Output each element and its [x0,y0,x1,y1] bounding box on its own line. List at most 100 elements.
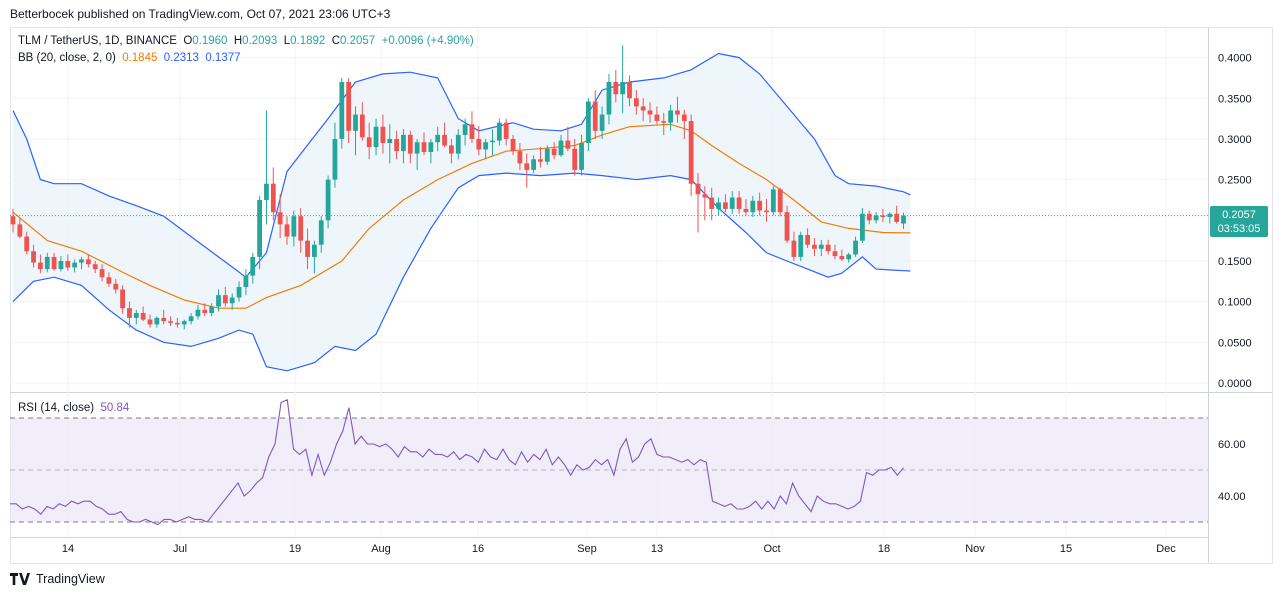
candle[interactable] [270,167,276,221]
candle[interactable] [503,118,509,146]
candle[interactable] [702,186,708,221]
time-axis[interactable]: 14 Jul 19 Aug 16 Sep 13 Oct 18 Nov 15 Dec [62,543,1176,555]
candle[interactable] [380,114,386,154]
candle[interactable] [586,98,591,152]
candle[interactable] [401,129,406,164]
candle[interactable] [729,191,735,214]
candle[interactable] [277,194,283,239]
candle[interactable] [723,194,728,213]
candle[interactable] [373,118,379,156]
candle[interactable] [92,260,98,274]
candle[interactable] [359,102,365,141]
candle[interactable] [38,254,43,274]
candle[interactable] [709,187,715,221]
candle[interactable] [750,195,756,218]
candle[interactable] [72,259,78,273]
candle[interactable] [120,285,125,314]
bb-label[interactable]: BB (20, close, 2, 0) [18,52,116,64]
candle[interactable] [407,130,413,164]
candle[interactable] [318,216,324,253]
candle[interactable] [579,134,584,176]
candle[interactable] [31,244,36,268]
candle[interactable] [640,98,646,122]
candle[interactable] [853,236,858,257]
candle[interactable] [894,205,900,224]
candle[interactable] [181,319,187,330]
candle[interactable] [531,155,536,174]
candle[interactable] [832,244,838,260]
candle[interactable] [606,73,612,125]
candle[interactable] [127,301,132,328]
candle[interactable] [51,252,57,271]
candle[interactable] [496,118,502,146]
candle[interactable] [188,313,194,325]
candle[interactable] [250,252,256,284]
candle[interactable] [257,195,262,270]
candle[interactable] [743,199,749,216]
candle[interactable] [825,239,831,255]
candle[interactable] [222,287,228,307]
candle[interactable] [812,238,817,257]
candle[interactable] [873,212,879,224]
candle[interactable] [462,118,468,146]
candle[interactable] [544,145,550,165]
candle[interactable] [901,212,906,230]
candle[interactable] [757,192,763,216]
candle[interactable] [106,272,112,288]
candle[interactable] [770,186,776,216]
candle[interactable] [805,228,810,248]
candle[interactable] [209,303,215,317]
candle[interactable] [168,316,173,327]
candle[interactable] [284,216,290,245]
candle[interactable] [681,109,687,139]
candle[interactable] [394,130,399,160]
candle[interactable] [147,314,153,328]
candle[interactable] [298,208,304,253]
candle[interactable] [599,106,605,139]
rsi-pane[interactable] [10,399,1208,526]
candle[interactable] [202,303,208,317]
candle[interactable] [880,208,886,222]
candle[interactable] [428,138,434,164]
candle[interactable] [784,205,790,244]
candle[interactable] [860,208,865,244]
candle[interactable] [449,138,454,164]
candle[interactable] [654,106,660,125]
candle[interactable] [291,210,297,247]
candle[interactable] [517,143,523,170]
candle[interactable] [668,104,673,131]
symbol-title[interactable]: TLM / TetherUS, 1D, BINANCE [18,35,177,47]
candle[interactable] [353,106,358,156]
candle[interactable] [551,142,557,160]
candle[interactable] [592,90,598,139]
candle[interactable] [572,138,578,176]
candle[interactable] [839,249,845,261]
candlesticks[interactable] [10,45,906,330]
candle[interactable] [24,231,30,255]
candle[interactable] [58,256,64,272]
candle[interactable] [791,231,797,261]
candle[interactable] [565,126,571,152]
candle[interactable] [476,125,482,156]
candle[interactable] [620,45,626,113]
candle[interactable] [736,191,742,214]
candle[interactable] [339,77,345,149]
candle[interactable] [79,256,84,270]
candle[interactable] [113,278,119,294]
candle[interactable] [764,199,769,222]
candle[interactable] [818,239,824,257]
rsi-label[interactable]: RSI (14, close) [18,402,95,414]
candle[interactable] [435,126,441,152]
candle[interactable] [510,134,516,156]
candle[interactable] [483,138,489,160]
candle[interactable] [10,208,16,233]
candle[interactable] [229,293,235,310]
candle[interactable] [332,122,338,188]
candle[interactable] [688,114,694,196]
candle[interactable] [846,252,852,263]
candle[interactable] [161,309,167,325]
candle[interactable] [140,306,146,322]
candle[interactable] [866,210,872,225]
candle[interactable] [236,281,242,302]
candle[interactable] [305,228,310,270]
